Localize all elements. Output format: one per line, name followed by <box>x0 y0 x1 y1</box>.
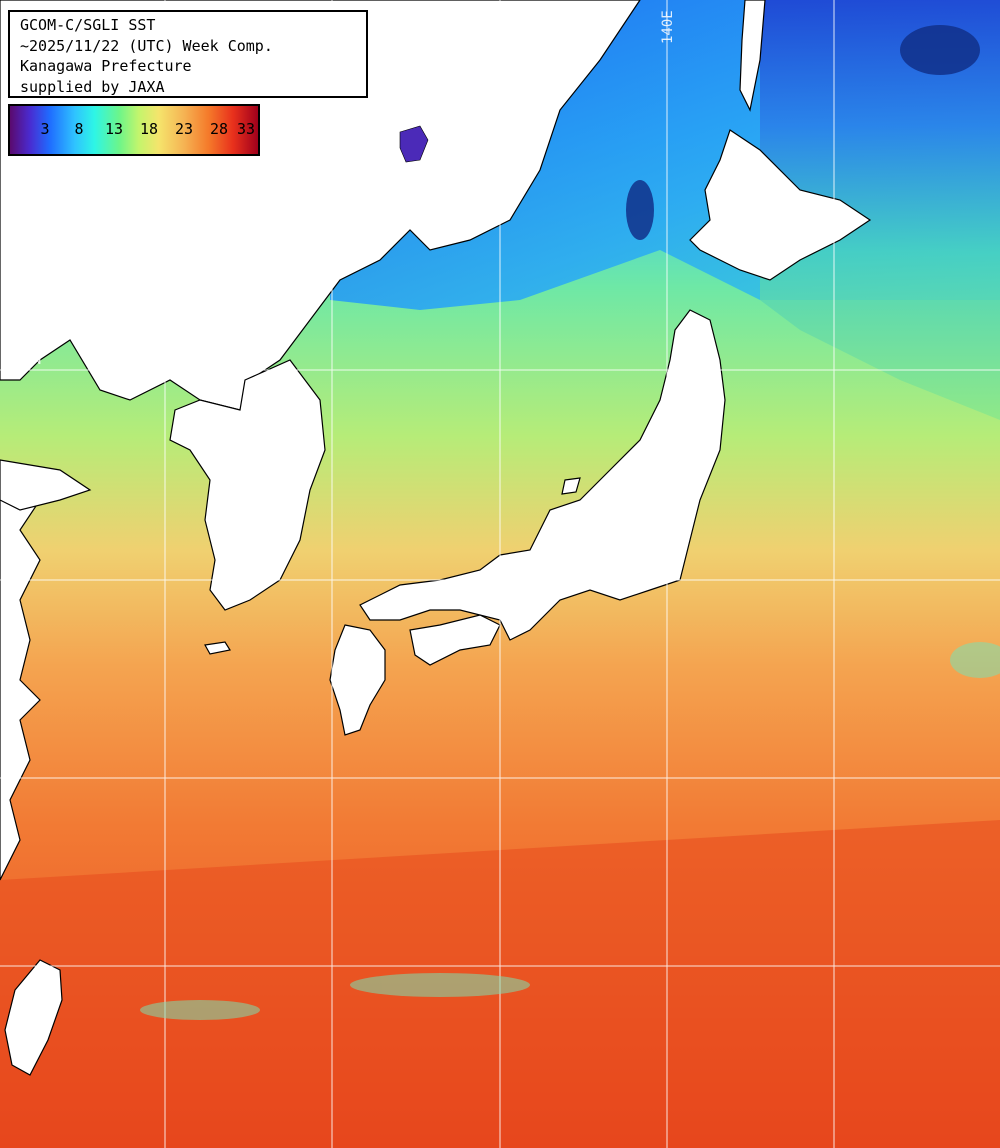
sakhalin-island <box>739 0 766 112</box>
cloud-speckle <box>950 642 1000 678</box>
continent-asia-land <box>0 0 641 411</box>
scale-label: 33 <box>236 120 256 138</box>
scale-label: 23 <box>174 120 194 138</box>
temperature-color-scale: 3 8 13 18 23 28 33 <box>8 104 260 156</box>
title-line-3: Kanagawa Prefecture <box>20 57 192 75</box>
title-line-4: supplied by JAXA <box>20 77 165 96</box>
taiwan-island <box>4 959 63 1076</box>
pacific-north-cold-zone <box>760 0 1000 420</box>
honshu-island <box>359 309 726 641</box>
shandong-peninsula <box>0 459 92 511</box>
sado-island <box>561 477 581 495</box>
scale-label: 3 <box>40 120 50 138</box>
longitude-label: 140E <box>660 10 676 44</box>
jeju-island <box>204 641 231 655</box>
scale-label: 18 <box>139 120 159 138</box>
map-title-box: GCOM-C/SGLI SST ~2025/11/22 (UTC) Week C… <box>8 10 368 98</box>
latitude-label: 40N <box>16 352 42 368</box>
title-line-2: ~2025/11/22 (UTC) Week Comp. <box>20 36 273 55</box>
scale-label: 28 <box>209 120 229 138</box>
cloud-speckle <box>350 973 530 997</box>
dokdo-purple-island <box>399 125 429 163</box>
cold-speckle <box>900 25 980 75</box>
scale-label: 8 <box>74 120 84 138</box>
cloud-speckle <box>140 1000 260 1020</box>
shikoku-island <box>409 614 501 666</box>
korean-peninsula <box>169 359 326 611</box>
title-line-1: GCOM-C/SGLI SST <box>20 16 156 34</box>
scale-label: 13 <box>104 120 124 138</box>
hokkaido-island <box>689 129 872 281</box>
cold-speckle <box>626 180 654 240</box>
